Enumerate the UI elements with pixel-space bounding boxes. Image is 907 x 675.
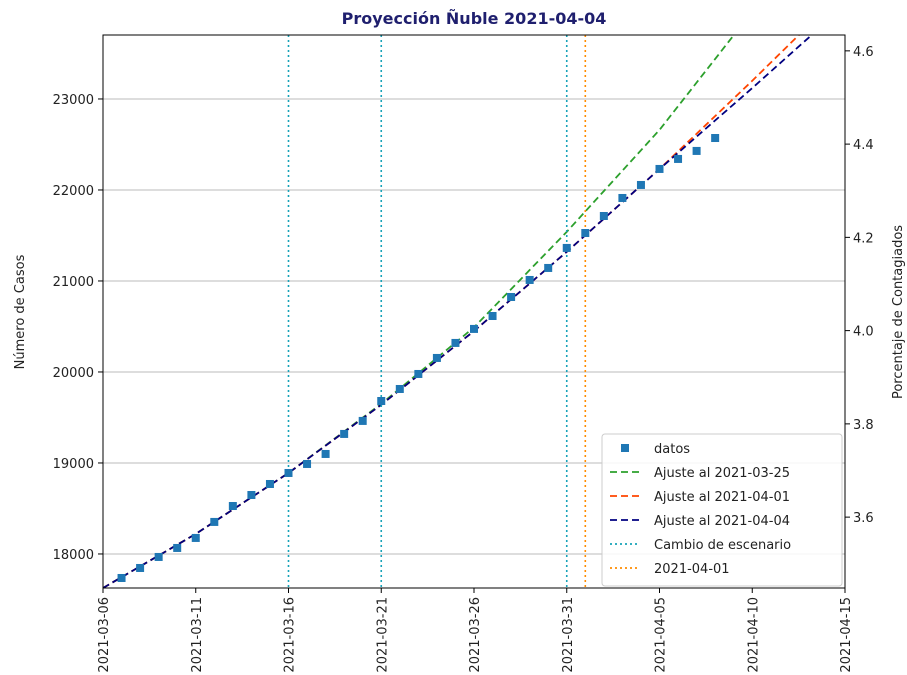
- data-point: [599, 211, 608, 220]
- x-tick-label: 2021-03-21: [375, 597, 390, 673]
- x-tick-label: 2021-03-26: [468, 597, 483, 673]
- data-point: [210, 517, 219, 526]
- legend-box: [601, 433, 843, 587]
- data-point: [395, 384, 404, 393]
- y-tick-label: 18000: [53, 548, 94, 563]
- data-point: [618, 193, 627, 202]
- data-point: [358, 416, 367, 425]
- legend-label: 2021-04-01: [654, 562, 730, 577]
- data-point: [414, 369, 423, 378]
- data-point: [247, 490, 256, 499]
- y-tick-label: 23000: [53, 93, 94, 108]
- x-tick-label: 2021-03-31: [561, 597, 576, 673]
- data-point: [544, 263, 553, 272]
- data-point: [525, 275, 534, 284]
- data-point: [117, 573, 126, 582]
- data-point: [581, 229, 590, 238]
- y-tick-label: 22000: [53, 184, 94, 199]
- data-point: [655, 164, 664, 173]
- legend-label: Ajuste al 2021-04-04: [654, 514, 790, 529]
- plot-frame: [102, 34, 846, 589]
- data-point: [265, 479, 274, 488]
- data-point: [377, 396, 386, 405]
- data-point: [191, 533, 200, 542]
- x-tick-label: 2021-03-11: [190, 597, 205, 673]
- x-tick-label: 2021-04-10: [746, 597, 761, 673]
- y-tick-label: 19000: [53, 457, 94, 472]
- legend-swatch: [621, 444, 629, 452]
- legend-label: datos: [654, 442, 690, 457]
- y2-tick-label: 3.6: [853, 511, 874, 526]
- data-point: [136, 563, 145, 572]
- data-point: [154, 552, 163, 561]
- data-point: [636, 180, 645, 189]
- legend-label: Cambio de escenario: [654, 538, 791, 553]
- data-point: [340, 429, 349, 438]
- y2-axis-label: Porcentaje de Contagiados: [891, 225, 906, 399]
- data-point: [674, 154, 683, 163]
- y-axis-label: Número de Casos: [13, 254, 28, 369]
- data-point: [562, 243, 571, 252]
- data-point: [507, 292, 516, 301]
- plot-area: [103, 35, 814, 588]
- data-point: [692, 146, 701, 155]
- data-point: [711, 134, 720, 143]
- chart-title: Proyección Ñuble 2021-04-04: [342, 9, 607, 28]
- x-tick-label: 2021-04-05: [654, 597, 669, 673]
- data-point: [284, 468, 293, 477]
- data-point: [432, 353, 441, 362]
- data-point: [173, 543, 182, 552]
- y2-tick-label: 3.8: [853, 418, 874, 433]
- y2-tick-label: 4.0: [853, 325, 874, 340]
- y-tick-label: 21000: [53, 275, 94, 290]
- x-tick-label: 2021-03-06: [97, 597, 112, 673]
- legend-label: Ajuste al 2021-04-01: [654, 490, 790, 505]
- data-point: [228, 502, 237, 511]
- y-tick-label: 20000: [53, 366, 94, 381]
- data-point: [321, 449, 330, 458]
- data-point: [488, 312, 497, 321]
- data-point: [303, 459, 312, 468]
- x-tick-label: 2021-04-15: [839, 597, 854, 673]
- y2-tick-label: 4.4: [853, 138, 874, 153]
- data-point: [470, 324, 478, 333]
- y2-tick-label: 4.2: [853, 231, 874, 246]
- y2-tick-label: 4.6: [853, 45, 874, 60]
- legend-label: Ajuste al 2021-03-25: [654, 466, 790, 481]
- data-point: [451, 338, 460, 347]
- x-tick-label: 2021-03-16: [283, 597, 298, 673]
